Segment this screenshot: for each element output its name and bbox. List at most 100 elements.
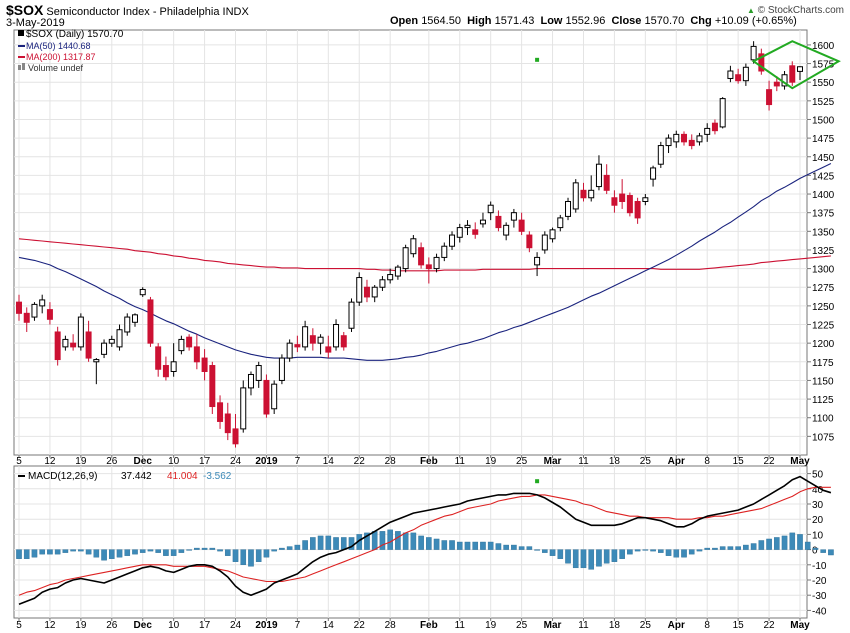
macd-histogram-bar — [194, 547, 200, 550]
macd-histogram-bar — [108, 549, 115, 559]
candle-body — [371, 286, 378, 298]
macd-histogram-bar — [526, 546, 533, 550]
candle-body — [735, 74, 742, 82]
candle-body — [232, 428, 239, 445]
x-tick-label: 24 — [230, 456, 242, 467]
candle-body — [634, 200, 641, 219]
candle-body — [394, 266, 401, 277]
candle-body — [572, 182, 579, 210]
candle-body — [518, 219, 525, 232]
candle-body — [201, 357, 208, 372]
legend-ma200: MA(200) 1317.87 — [26, 52, 96, 62]
candle-body — [534, 256, 541, 266]
macd-legend-signal: 41.004 — [167, 471, 198, 482]
price-y-tick-label: 1275 — [812, 283, 835, 294]
x-tick-label: 5 — [16, 620, 22, 631]
price-y-tick-label: 1200 — [812, 339, 835, 350]
candle-body — [626, 195, 633, 214]
macd-histogram-bar — [789, 532, 796, 550]
candle-body — [240, 387, 247, 430]
x-tick-label: 10 — [168, 456, 180, 467]
x-tick-label: 19 — [485, 456, 497, 467]
macd-histogram-bar — [472, 541, 479, 550]
low-label: Low — [540, 15, 563, 27]
x-tick-label: 26 — [106, 620, 118, 631]
open-label: Open — [390, 15, 419, 27]
candle-body — [673, 133, 680, 143]
x-tick-label: Mar — [544, 620, 562, 631]
price-y-tick-label: 1600 — [812, 41, 835, 52]
macd-y-tick-label: -30 — [812, 591, 827, 602]
open-value: 1564.50 — [421, 15, 461, 27]
x-tick-label: 14 — [323, 620, 335, 631]
candle-body — [54, 331, 61, 361]
macd-histogram-bar — [449, 540, 455, 550]
macd-histogram-bar — [54, 549, 61, 555]
watermark: ▲ © StockCharts.com — [747, 5, 844, 16]
macd-histogram-bar — [572, 549, 579, 569]
x-tick-label: 11 — [578, 456, 589, 467]
price-y-tick-label: 1225 — [812, 321, 835, 332]
macd-histogram-bar — [255, 549, 262, 562]
x-tick-label: Feb — [420, 620, 438, 631]
candle-body — [503, 224, 510, 236]
macd-histogram-bar — [16, 549, 22, 559]
x-tick-label: 14 — [323, 456, 335, 467]
macd-histogram-bar — [163, 549, 169, 556]
up-arrow-icon: ▲ — [747, 6, 755, 15]
candle-body — [247, 373, 254, 389]
macd-histogram-bar — [410, 532, 417, 550]
macd-histogram-bar — [665, 549, 672, 556]
candle-body — [797, 66, 803, 72]
x-tick-label: 22 — [764, 620, 776, 631]
macd-line — [18, 475, 832, 606]
macd-histogram-bar — [681, 549, 687, 558]
macd-legend-value: 37.442 — [121, 471, 152, 482]
x-tick-label: May — [790, 456, 810, 467]
macd-histogram — [16, 529, 834, 570]
candle-body — [727, 70, 734, 79]
candle-body — [39, 299, 46, 307]
macd-histogram-bar — [727, 546, 734, 550]
macd-histogram-bar — [178, 549, 185, 553]
candle-body — [379, 279, 386, 288]
x-tick-label: 25 — [516, 620, 528, 631]
macd-legend-name: MACD(12,26,9) — [28, 471, 97, 482]
candle-body — [526, 234, 533, 249]
macd-histogram-bar — [201, 547, 208, 550]
candle-body — [23, 312, 30, 323]
macd-histogram-bar — [603, 549, 610, 564]
macd-histogram-bar — [596, 549, 602, 567]
candle-body — [186, 336, 193, 348]
ma50-line — [18, 163, 832, 361]
macd-histogram-bar — [317, 535, 324, 550]
x-tick-label: 17 — [199, 620, 211, 631]
x-tick-label: 8 — [704, 456, 710, 467]
candle-body — [162, 365, 169, 378]
macd-histogram-bar — [147, 549, 154, 552]
price-y-tick-label: 1300 — [812, 265, 835, 276]
x-tick-label: Apr — [668, 456, 685, 467]
macd-histogram-bar — [565, 549, 571, 564]
x-tick-label: 8 — [704, 620, 710, 631]
index-name: Semiconductor Index - Philadelphia — [46, 6, 220, 18]
candle-body — [410, 238, 417, 255]
candle-body — [681, 133, 688, 143]
close-label: Close — [611, 15, 642, 27]
macd-histogram-bar — [302, 540, 308, 550]
macd-x-axis: 5 12 19 26 Dec 10 17 24 2019 7 14 22 28 Feb 11 19 25 Mar 1… — [16, 618, 810, 631]
candle-body — [642, 197, 649, 202]
candle-body — [750, 45, 757, 61]
macd-legend-hist: -3.562 — [203, 471, 232, 482]
x-tick-label: Dec — [134, 456, 153, 467]
candle-body — [789, 65, 796, 83]
macd-histogram-bar — [797, 534, 803, 550]
ma200-line — [18, 238, 831, 272]
price-y-tick-label: 1325 — [812, 246, 835, 257]
macd-histogram-bar — [534, 549, 540, 551]
price-y-tick-label: 1125 — [812, 395, 834, 406]
macd-histogram-bar — [456, 541, 463, 550]
macd-histogram-bar — [101, 549, 107, 561]
macd-histogram-bar — [402, 532, 409, 550]
candle-body — [178, 338, 185, 352]
